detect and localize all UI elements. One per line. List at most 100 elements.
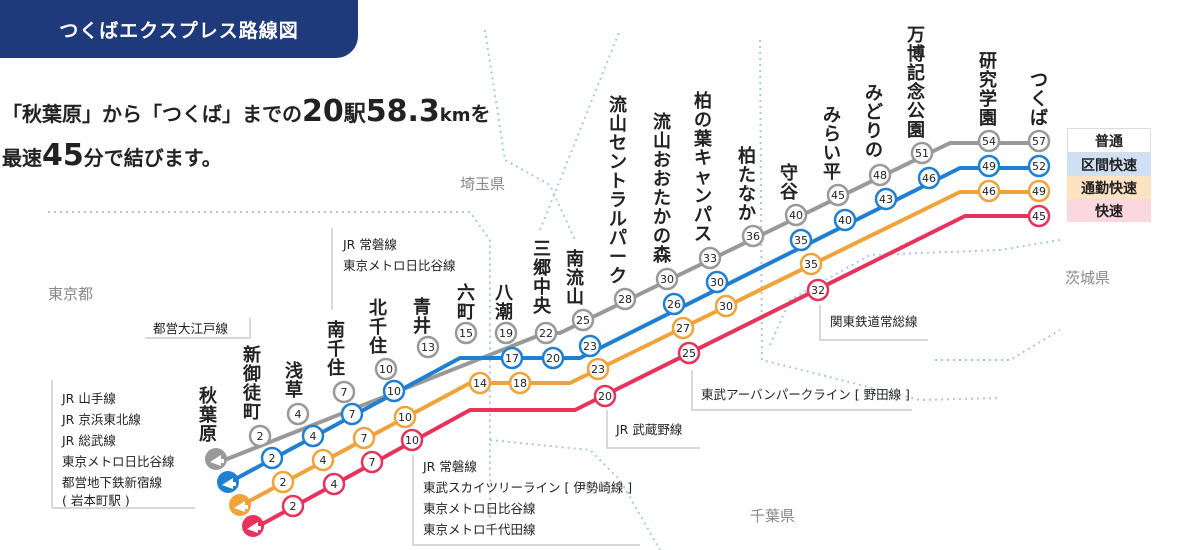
local-time: 25 (576, 314, 590, 327)
local-bubble (374, 357, 398, 381)
station-name: 六町 (457, 282, 475, 323)
station-name: 柏たなか (738, 145, 756, 224)
section-rapid-bubble (260, 446, 284, 470)
prefecture-label: 埼玉県 (460, 175, 505, 193)
distance-unit: km (439, 105, 471, 126)
section-rapid-time: 4 (310, 430, 317, 443)
rapid-time: 20 (598, 390, 612, 403)
border-east (935, 329, 1061, 361)
arrow-icon (247, 522, 261, 533)
commuter-rapid-bubble (1027, 179, 1051, 203)
commuter-rapid-bubble (586, 357, 610, 381)
local-time: 7 (341, 386, 348, 399)
local-time: 19 (499, 327, 513, 340)
transfer-box-akihabara: JR 山手線 JR 京浜東北線 JR 総武線 東京メトロ日比谷線 都営地下鉄新宿… (51, 380, 195, 509)
station-name: 研究学園 (979, 51, 997, 129)
section-rapid-time: 43 (879, 193, 893, 206)
bubbles-local: 2 4 7 10 13 15 19 22 25 28 30 33 36 40 45 48 51 54 57 (248, 129, 1051, 448)
local-bubble (248, 424, 272, 448)
transfer-line: 都営大江戸線 (153, 321, 229, 336)
commuter-rapid-time: 27 (676, 322, 690, 335)
local-bubble (910, 141, 934, 165)
commuter-rapid-bubble (799, 252, 823, 276)
local-bubble (1027, 129, 1051, 153)
transfer-line: JR 山手線 (61, 391, 116, 406)
rapid-bubble (360, 450, 384, 474)
station-name: 柏の葉キャンパス (693, 90, 713, 245)
local-bubble (741, 224, 765, 248)
section-rapid-time: 40 (838, 214, 852, 227)
prefecture-labels: 埼玉県 東京都 茨城県 千葉県 (48, 175, 1110, 525)
local-bubble (655, 267, 679, 291)
section-rapid-bubble (874, 187, 898, 211)
transfer-line: JR 京浜東北線 (61, 412, 141, 427)
transfer-line: 東京メトロ日比谷線 (343, 258, 456, 273)
rapid-bubble (806, 278, 830, 302)
local-time: 2 (257, 430, 264, 443)
legend-rapid: 快速 (1067, 199, 1151, 222)
transfer-line: 東京メトロ千代田線 (423, 522, 536, 537)
transfer-line: 都営地下鉄新宿線 (62, 475, 163, 490)
station-name: みらい平 (823, 105, 841, 183)
local-time: 40 (789, 209, 803, 222)
commuter-rapid-bubble (271, 470, 295, 494)
transfer-line: 関東鉄道常総線 (830, 314, 918, 329)
legend-local: 普通 (1067, 128, 1151, 153)
station-name: 八潮 (495, 283, 514, 323)
commuter-rapid-bubble (671, 316, 695, 340)
station-unit: 駅 (343, 102, 366, 127)
transfer-line: JR 総武線 (61, 433, 116, 448)
rapid-time: 10 (405, 434, 419, 447)
section-rapid-time: 20 (546, 352, 560, 365)
station-name: 万博記念公園 (906, 25, 925, 141)
border-chiba-south (489, 439, 661, 550)
section-rapid-time: 30 (710, 276, 724, 289)
intro-particle: を (470, 102, 491, 126)
rapid-time: 4 (331, 478, 338, 491)
transfer-box-shin-okachimachi: 都営大江戸線 (145, 318, 251, 339)
section-rapid-bubble (340, 402, 364, 426)
minutes-value: 45 (42, 138, 84, 173)
station-name: 浅草 (285, 360, 303, 401)
local-time: 30 (660, 273, 674, 286)
local-time: 45 (831, 189, 845, 202)
commuter-rapid-time: 14 (473, 377, 487, 390)
prefecture-borders (48, 29, 1061, 550)
arrow-icon (234, 501, 248, 512)
local-bubble (784, 203, 808, 227)
section-rapid-bubble (705, 270, 729, 294)
rapid-bubble (1027, 204, 1051, 228)
section-rapid-time: 23 (583, 340, 597, 353)
section-rapid-time: 10 (387, 385, 401, 398)
local-time: 22 (539, 327, 553, 340)
commuter-rapid-bubble (352, 426, 376, 450)
bubbles-rapid: 2 4 7 10 20 25 32 45 (281, 204, 1051, 518)
section-rapid-time: 46 (922, 172, 936, 185)
section-rapid-time: 26 (667, 298, 681, 311)
transfer-box-minami-senju: JR 常磐線 東京メトロ日比谷線 (331, 228, 456, 310)
prefecture-label: 千葉県 (750, 507, 795, 525)
station-name: 北千住 (369, 298, 387, 357)
arrow-icon (222, 478, 236, 489)
commuter-rapid-time: 2 (280, 476, 287, 489)
border-saitama-chiba (539, 29, 621, 231)
station-name: 南流山 (566, 248, 584, 308)
station-name: 流山おおたかの森 (653, 111, 672, 266)
section-rapid-bubble (833, 208, 857, 232)
local-time: 51 (915, 147, 929, 160)
local-bubble (698, 246, 722, 270)
rapid-bubble (322, 472, 346, 496)
rapid-time: 7 (369, 456, 376, 469)
transfer-boxes: JR 山手線 JR 京浜東北線 JR 総武線 東京メトロ日比谷線 都営地下鉄新宿… (51, 228, 928, 546)
local-bubble (977, 129, 1001, 153)
station-name: 青井 (413, 297, 431, 337)
local-time: 13 (421, 341, 435, 354)
commuter-rapid-bubble (468, 371, 492, 395)
commuter-rapid-bubble (714, 294, 738, 318)
border-chiba-ibaraki-2 (759, 39, 1001, 402)
transfer-line: JR 常磐線 (342, 237, 397, 252)
section-rapid-bubble (382, 379, 406, 403)
line-rapid (254, 214, 1040, 530)
